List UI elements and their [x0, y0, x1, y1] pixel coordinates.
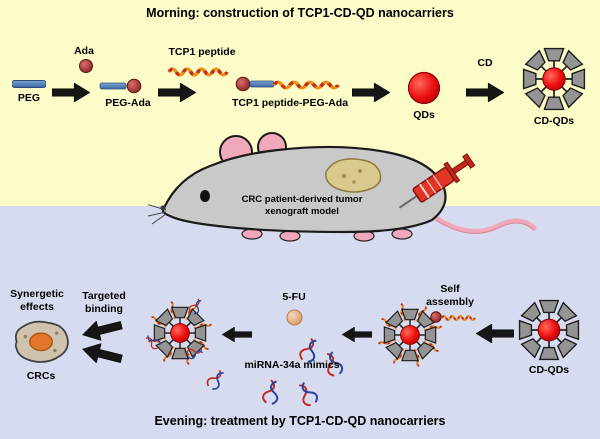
mouse-illustration [148, 132, 537, 242]
arrow-right-icon [466, 83, 504, 102]
tcp1-peg-ada-small-icon [430, 311, 476, 323]
peg-label: PEG [17, 92, 41, 104]
cd-label: CD [477, 57, 493, 69]
tcp1-peg-ada-label: TCP1 peptide-PEG-Ada [231, 97, 349, 109]
arrow-right-icon [158, 83, 196, 102]
cell-nucleus-icon [29, 332, 53, 352]
synergetic-effects-label: Synergetic effects [10, 288, 64, 313]
arrow-right-icon [52, 83, 90, 102]
cd-qds-label-top: CD-QDs [533, 115, 575, 127]
targeted-binding-label: Targeted binding [82, 290, 126, 315]
peg-ada-label: PEG-Ada [105, 97, 151, 109]
five-fu-label: 5-FU [282, 291, 306, 303]
ada-label: Ada [74, 45, 94, 57]
arrow-left-icon [222, 327, 252, 342]
five-fu-sphere-icon [286, 309, 303, 326]
mouse-whiskers-icon [148, 204, 167, 225]
mouse-body [161, 145, 447, 234]
crcs-label: CRCs [26, 370, 56, 382]
xenograft-model-label: CRC patient-derived tumor xenograft mode… [241, 194, 363, 218]
mouse-tail-icon [433, 215, 537, 234]
cd-qd-icon [518, 299, 580, 361]
arrow-left-icon [342, 327, 372, 342]
arrow-left-icon [476, 324, 514, 343]
peg-ada-icon [99, 78, 142, 94]
arrow-right-icon [352, 83, 390, 102]
self-assembly-label: Self assembly [426, 283, 474, 308]
cd-qd-icon [522, 47, 586, 111]
qds-label: QDs [413, 109, 435, 121]
tcp1-cd-qd-nanocarrier-loaded-icon [144, 297, 216, 369]
morning-title: Morning: construction of TCP1-CD-QD nano… [146, 6, 454, 20]
mouse-eye-icon [200, 190, 210, 202]
tumor-icon [325, 158, 382, 193]
qd-sphere-icon [407, 71, 441, 105]
tcp1-peptide-label: TCP1 peptide [168, 46, 236, 58]
mirna-mimics-label: miRNA-34a mimics [244, 359, 340, 371]
tcp1-peptide-icon [166, 60, 232, 80]
ada-sphere-icon [79, 59, 93, 73]
peg-bar-icon [12, 80, 46, 88]
tcp1-peg-ada-icon [235, 76, 346, 92]
crc-cell-icon [14, 320, 69, 363]
cd-qds-label-bottom: CD-QDs [528, 364, 570, 376]
evening-title: Evening: treatment by TCP1-CD-QD nanocar… [154, 414, 446, 428]
syringe-icon [398, 153, 476, 209]
